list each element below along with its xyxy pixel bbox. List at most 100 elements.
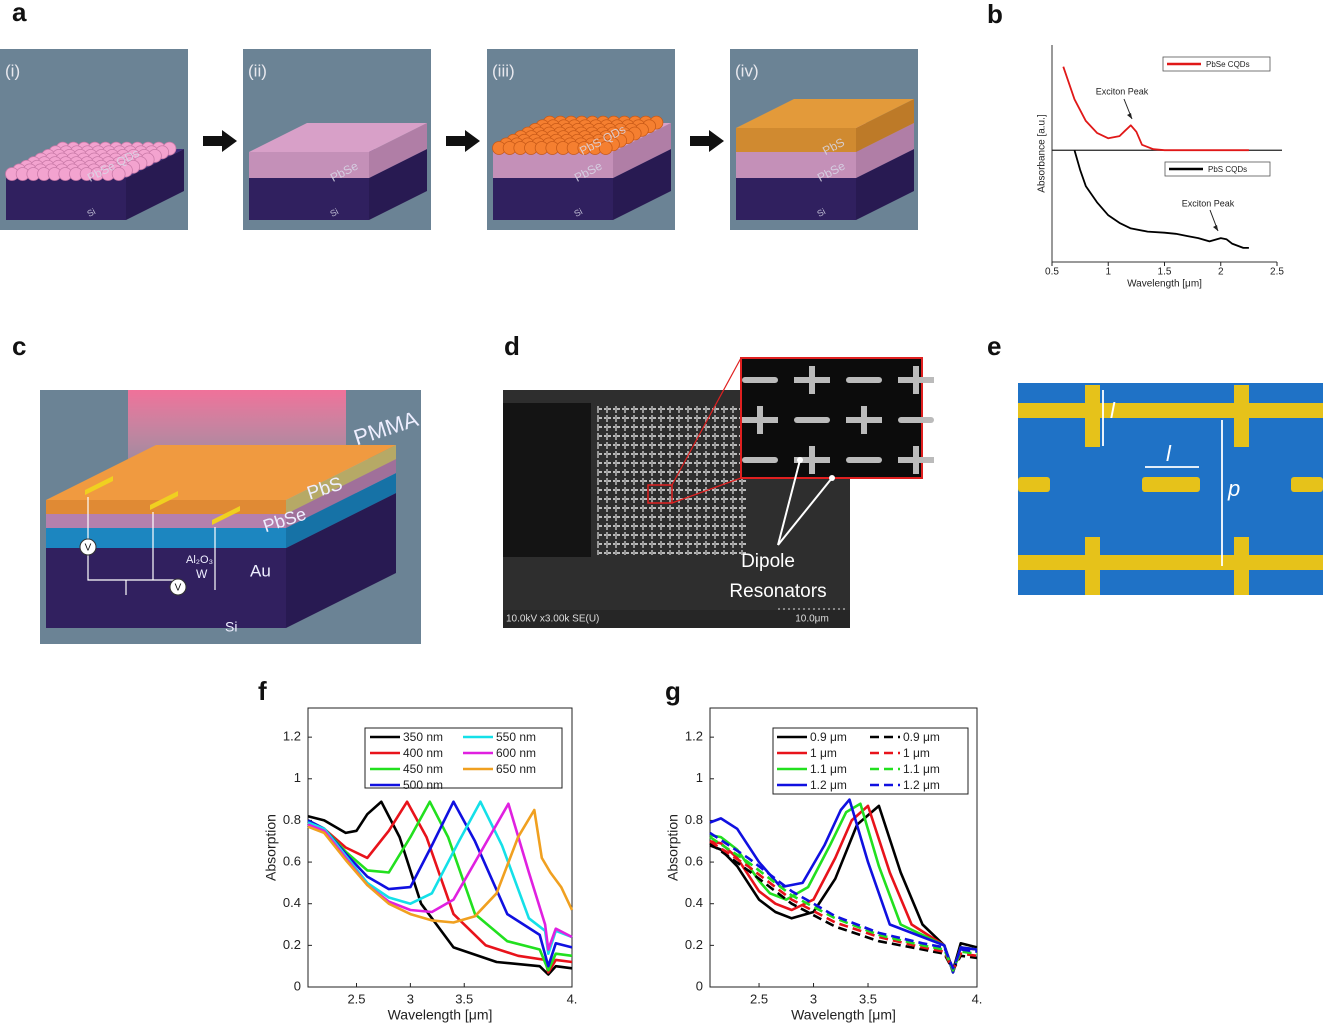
gold-bar (1234, 537, 1249, 595)
y-axis-label: Absorption (263, 814, 279, 881)
y-tick-label: 0.8 (685, 812, 703, 827)
gold-bar (1085, 385, 1100, 447)
legend-label: 1.2 μm (810, 778, 847, 792)
step-label: (iv) (735, 61, 759, 80)
panel-label: c (12, 331, 26, 361)
y-tick-label: 1 (696, 770, 703, 785)
annotation-arrowhead (1127, 113, 1132, 119)
y-tick-label: 0.4 (283, 895, 301, 910)
slab-top (249, 123, 427, 152)
image-label: V (175, 583, 182, 594)
resonator (913, 446, 919, 474)
electrode (150, 491, 178, 510)
callout-arrowhead (797, 457, 803, 463)
dipole (1291, 477, 1323, 492)
pmma-layer (286, 445, 396, 514)
slab-front (493, 152, 613, 178)
slab-front (46, 500, 286, 514)
y-tick-label: 0.4 (685, 895, 703, 910)
resonator (861, 406, 867, 434)
step-label: (iii) (492, 61, 515, 80)
legend-label: 1 μm (810, 746, 837, 760)
x-tick-label: 0.5 (1045, 267, 1059, 278)
electrode (85, 476, 113, 495)
image-label: 10.0μm (795, 614, 829, 625)
slab-front (249, 152, 369, 178)
slab-side (613, 123, 671, 178)
y-tick-label: 1.2 (685, 729, 703, 744)
slab-side (613, 149, 671, 220)
slab-front (493, 178, 613, 220)
plot-frame (709, 707, 978, 988)
panel-label: e (987, 331, 1001, 361)
legend-label: 500 nm (403, 778, 443, 792)
electrode (212, 506, 240, 525)
legend-label: 0.9 μm (903, 730, 940, 744)
callout-arrow (777, 477, 833, 546)
dipole (1142, 477, 1200, 492)
y-axis-label: Absorption (665, 814, 681, 881)
slab-front (736, 178, 856, 220)
y-tick-label: 0.6 (283, 854, 301, 869)
sem-pad (503, 403, 591, 557)
series-line (307, 800, 573, 972)
image-label: Si (328, 206, 340, 219)
y-tick-label: 1 (294, 770, 301, 785)
series-line (307, 800, 573, 968)
slab-front (249, 178, 369, 220)
slab-side (369, 149, 427, 220)
slab-side (369, 123, 427, 178)
legend-label: PbS CQDs (1208, 165, 1247, 174)
process-arrow (446, 130, 480, 152)
legend-label: 1.2 μm (903, 778, 940, 792)
resonator (794, 417, 830, 423)
resonator (846, 377, 882, 383)
quantum-dot (598, 141, 613, 155)
zoom-box (647, 484, 673, 504)
series-line (1073, 149, 1249, 249)
step-label: (ii) (248, 61, 267, 80)
slab-side (856, 149, 914, 220)
slab-front (6, 178, 126, 220)
layout (0, 49, 1323, 644)
x-tick-label: 3.5 (859, 991, 877, 1006)
panel-label: b (987, 0, 1003, 29)
series-line (307, 808, 574, 924)
x-tick-label: 2.5 (1270, 267, 1284, 278)
image-label: l (1110, 398, 1116, 423)
slab-front (46, 548, 286, 628)
slab-top (46, 445, 396, 500)
y-axis-label: Absorbance [a.u.] (1037, 114, 1048, 193)
slab-top (736, 99, 914, 128)
slab-side (286, 459, 396, 528)
step-label: (i) (5, 61, 20, 80)
image-label: Resonators (729, 581, 826, 602)
image-label: p (1227, 476, 1240, 501)
legend-label: 650 nm (496, 762, 536, 776)
legend-label: 0.9 μm (810, 730, 847, 744)
series-line (709, 831, 978, 970)
process-arrow (690, 130, 724, 152)
annotation: Exciton Peak (1096, 86, 1149, 96)
y-tick-label: 0.8 (283, 812, 301, 827)
sem-info-bar (503, 610, 850, 628)
y-tick-label: 1.2 (283, 729, 301, 744)
callout-arrowhead (829, 475, 835, 481)
legend-box (772, 727, 969, 795)
x-tick-label: 1 (1105, 267, 1111, 278)
resonator (809, 366, 815, 394)
slab-front (46, 528, 286, 548)
image-label: Au (250, 561, 271, 580)
legend-label: 350 nm (403, 730, 443, 744)
slab-side (286, 473, 396, 548)
legend-label: PbSe CQDs (1206, 60, 1250, 69)
y-tick-label: 0 (696, 978, 703, 993)
series-line (709, 842, 978, 972)
legend-label: 550 nm (496, 730, 536, 744)
gold-bar (1018, 555, 1323, 570)
zoom-line (671, 357, 742, 486)
gold-bar (1018, 403, 1323, 418)
x-tick-label: 2.5 (347, 991, 365, 1006)
image-label: Al₂O₃ (186, 554, 213, 566)
